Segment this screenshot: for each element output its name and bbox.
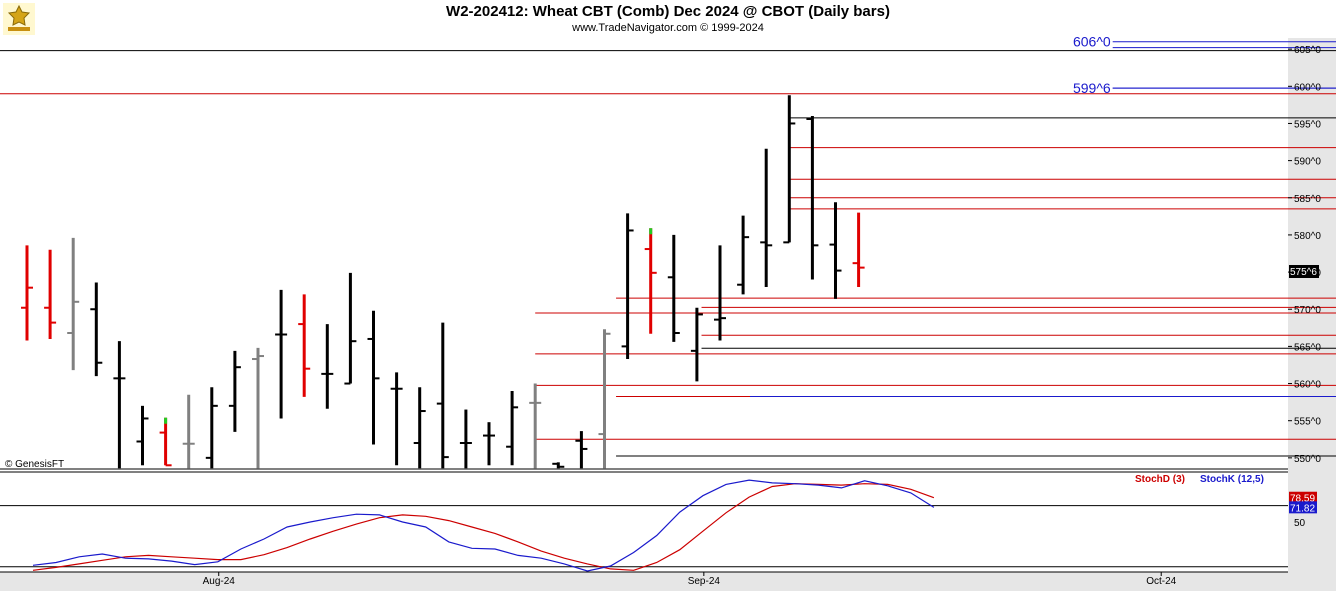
price-axis-label: 600^0: [1294, 82, 1321, 93]
levels-layer: 606^0605^2604^6599^6599^6599^0595^6591^6…: [0, 34, 1336, 457]
price-axis-label: 580^0: [1294, 231, 1321, 242]
stoch-value-label: 78.59: [1290, 494, 1315, 505]
stoch-value-marker: [1289, 491, 1317, 504]
price-axis-label: 590^0: [1294, 157, 1321, 168]
stoch-axis-tick-50: 50: [1294, 518, 1306, 529]
price-axis-label: 605^0: [1294, 45, 1321, 56]
price-axis-label: 550^0: [1294, 454, 1321, 465]
level-label: 606^0: [1073, 34, 1111, 50]
price-axis-label: 560^0: [1294, 380, 1321, 391]
watermark-label: © GenesisFT: [5, 459, 64, 470]
chart-title: W2-202412: Wheat CBT (Comb) Dec 2024 @ C…: [446, 3, 890, 20]
stochk-legend: StochK (12,5): [1200, 474, 1264, 485]
chart-subtitle: www.TradeNavigator.com © 1999-2024: [572, 22, 764, 34]
time-axis-background: [0, 572, 1288, 591]
time-axis: Aug-24 Sep-24 Oct-24: [203, 572, 1177, 587]
stochd-legend: StochD (3): [1135, 474, 1185, 485]
time-axis-label: Sep-24: [688, 576, 721, 587]
price-axis-label: 555^0: [1294, 417, 1321, 428]
current-price-marker: [1289, 265, 1319, 278]
stochd-line: [32, 483, 935, 571]
price-pane: 606^0605^2604^6599^6599^6599^0595^6591^6…: [0, 34, 1336, 470]
stoch-value-marker: [1289, 501, 1317, 514]
chart-header: W2-202412: Wheat CBT (Comb) Dec 2024 @ C…: [0, 0, 1336, 37]
price-axis-label: 585^0: [1294, 194, 1321, 205]
price-axis-label: 570^0: [1294, 305, 1321, 316]
stoch-value-label: 71.82: [1290, 503, 1315, 514]
price-axis-label: 565^0: [1294, 342, 1321, 353]
time-axis-label: Oct-24: [1146, 576, 1176, 587]
current-price-label: 575^6: [1290, 267, 1317, 278]
price-axis-label: 595^0: [1294, 119, 1321, 130]
stochastic-lines: [32, 479, 935, 572]
level-label: 599^6: [1073, 80, 1111, 96]
time-axis-label: Aug-24: [203, 576, 236, 587]
stochk-line: [32, 479, 935, 572]
bars-layer: [21, 95, 865, 469]
tradenavigator-logo-icon: [3, 3, 35, 35]
